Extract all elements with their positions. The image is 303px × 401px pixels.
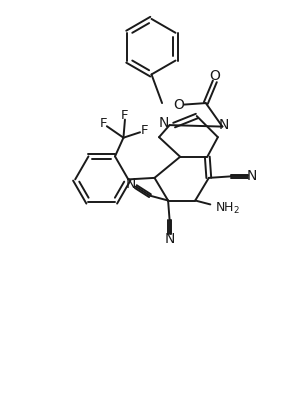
Text: N: N: [247, 169, 257, 183]
Text: F: F: [121, 109, 129, 122]
Text: NH$_2$: NH$_2$: [215, 201, 240, 216]
Text: N: N: [159, 115, 169, 130]
Text: F: F: [141, 124, 148, 137]
Text: O: O: [209, 69, 220, 83]
Text: N: N: [165, 232, 175, 246]
Text: N: N: [126, 176, 136, 190]
Text: O: O: [173, 97, 184, 111]
Text: F: F: [99, 117, 107, 130]
Text: N: N: [219, 118, 229, 132]
